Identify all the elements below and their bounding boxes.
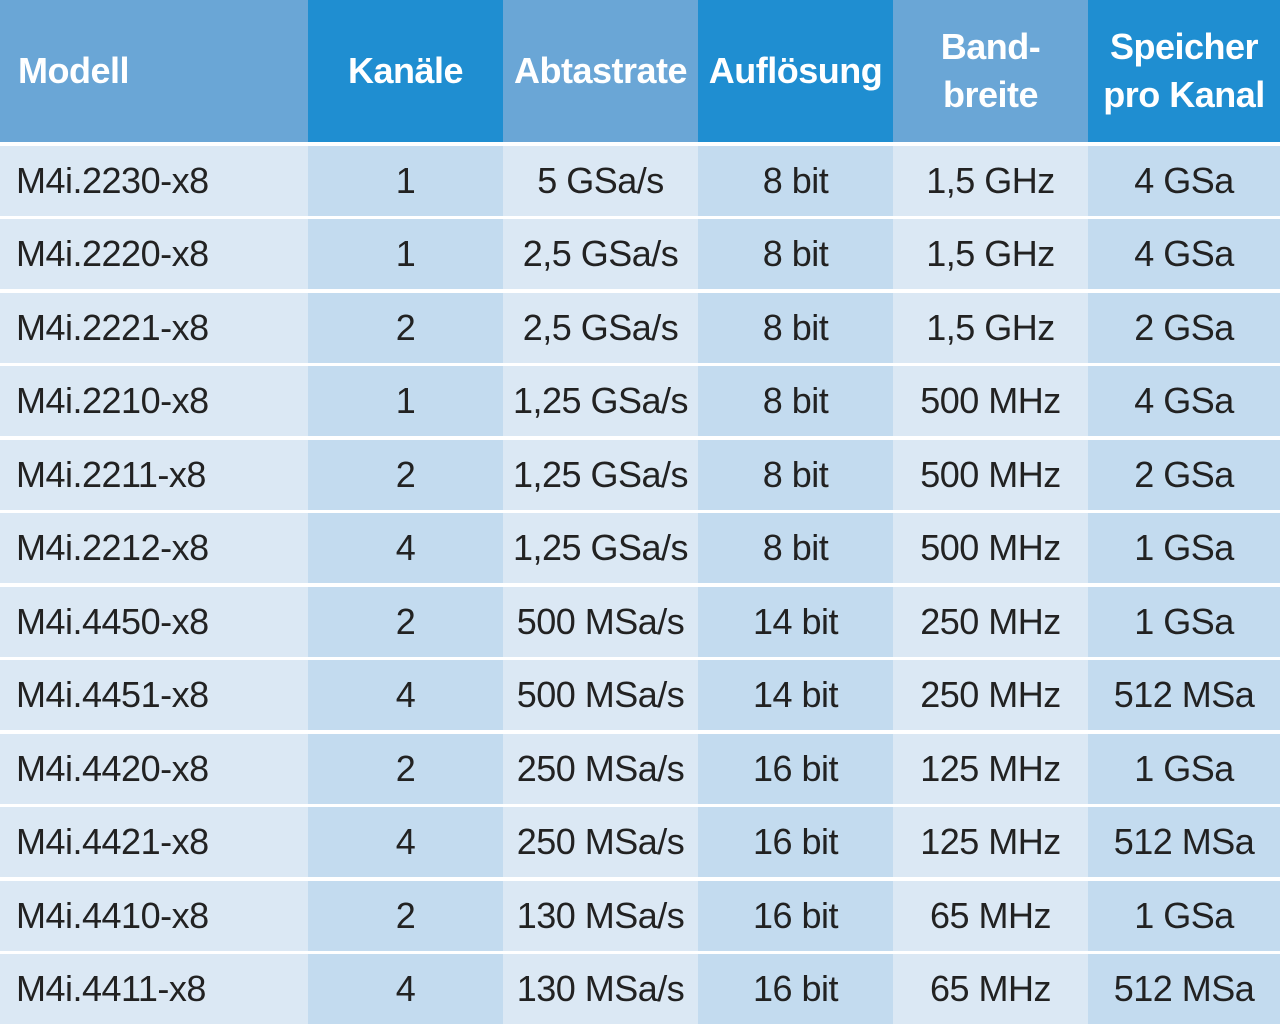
cell-abtastrate: 1,25 GSa/s <box>503 439 698 510</box>
table-row: M4i.4451-x8 4 500 MSa/s 14 bit 250 MHz 512 MS… <box>0 660 1280 730</box>
cell-speicher: 512 MSa <box>1088 660 1280 730</box>
header-bandbreite: Band- breite <box>893 0 1088 142</box>
cell-aufloesung: 16 bit <box>698 733 893 804</box>
cell-modell: M4i.2230-x8 <box>0 145 308 216</box>
cell-bandbreite: 250 MHz <box>893 660 1088 730</box>
cell-aufloesung: 16 bit <box>698 807 893 877</box>
cell-speicher: 2 GSa <box>1088 292 1280 363</box>
table-row: M4i.4421-x8 4 250 MSa/s 16 bit 125 MHz 512 MS… <box>0 807 1280 877</box>
table-row: M4i.2220-x8 1 2,5 GSa/s 8 bit 1,5 GHz 4 GSa <box>0 219 1280 289</box>
cell-bandbreite: 250 MHz <box>893 586 1088 657</box>
header-abtastrate: Abtastrate <box>503 0 698 142</box>
cell-aufloesung: 16 bit <box>698 880 893 951</box>
cell-bandbreite: 65 MHz <box>893 954 1088 1024</box>
cell-kanaele: 4 <box>308 807 503 877</box>
cell-kanaele: 2 <box>308 292 503 363</box>
header-modell: Modell <box>0 0 308 142</box>
cell-aufloesung: 8 bit <box>698 219 893 289</box>
cell-modell: M4i.2211-x8 <box>0 439 308 510</box>
cell-modell: M4i.2212-x8 <box>0 513 308 583</box>
cell-bandbreite: 500 MHz <box>893 513 1088 583</box>
cell-speicher: 1 GSa <box>1088 880 1280 951</box>
cell-modell: M4i.4410-x8 <box>0 880 308 951</box>
cell-speicher: 512 MSa <box>1088 807 1280 877</box>
cell-modell: M4i.2220-x8 <box>0 219 308 289</box>
cell-abtastrate: 1,25 GSa/s <box>503 366 698 436</box>
cell-kanaele: 1 <box>308 145 503 216</box>
cell-speicher: 1 GSa <box>1088 513 1280 583</box>
header-aufloesung: Auflösung <box>698 0 893 142</box>
cell-aufloesung: 8 bit <box>698 513 893 583</box>
table-row: M4i.2230-x8 1 5 GSa/s 8 bit 1,5 GHz 4 GSa <box>0 145 1280 216</box>
cell-speicher: 1 GSa <box>1088 586 1280 657</box>
table-row: M4i.2211-x8 2 1,25 GSa/s 8 bit 500 MHz 2 GSa <box>0 439 1280 510</box>
cell-modell: M4i.2210-x8 <box>0 366 308 436</box>
table-row: M4i.2221-x8 2 2,5 GSa/s 8 bit 1,5 GHz 2 GSa <box>0 292 1280 363</box>
cell-kanaele: 4 <box>308 660 503 730</box>
cell-aufloesung: 16 bit <box>698 954 893 1024</box>
cell-modell: M4i.4450-x8 <box>0 586 308 657</box>
cell-aufloesung: 8 bit <box>698 439 893 510</box>
cell-speicher: 1 GSa <box>1088 733 1280 804</box>
cell-bandbreite: 500 MHz <box>893 439 1088 510</box>
cell-aufloesung: 14 bit <box>698 586 893 657</box>
cell-modell: M4i.4411-x8 <box>0 954 308 1024</box>
cell-abtastrate: 250 MSa/s <box>503 733 698 804</box>
cell-bandbreite: 1,5 GHz <box>893 219 1088 289</box>
cell-kanaele: 2 <box>308 880 503 951</box>
cell-kanaele: 2 <box>308 733 503 804</box>
cell-kanaele: 1 <box>308 366 503 436</box>
header-kanaele: Kanäle <box>308 0 503 142</box>
cell-bandbreite: 125 MHz <box>893 807 1088 877</box>
cell-abtastrate: 130 MSa/s <box>503 954 698 1024</box>
cell-bandbreite: 1,5 GHz <box>893 145 1088 216</box>
header-speicher: Speicher pro Kanal <box>1088 0 1280 142</box>
cell-speicher: 4 GSa <box>1088 145 1280 216</box>
table-body: M4i.2230-x8 1 5 GSa/s 8 bit 1,5 GHz 4 GSa M4i.… <box>0 145 1280 1024</box>
cell-aufloesung: 14 bit <box>698 660 893 730</box>
table-row: M4i.4410-x8 2 130 MSa/s 16 bit 65 MHz 1 GSa <box>0 880 1280 951</box>
cell-abtastrate: 500 MSa/s <box>503 660 698 730</box>
cell-modell: M4i.4451-x8 <box>0 660 308 730</box>
cell-kanaele: 2 <box>308 439 503 510</box>
cell-modell: M4i.4421-x8 <box>0 807 308 877</box>
cell-speicher: 2 GSa <box>1088 439 1280 510</box>
table-row: M4i.4420-x8 2 250 MSa/s 16 bit 125 MHz 1 GSa <box>0 733 1280 804</box>
table-row: M4i.4450-x8 2 500 MSa/s 14 bit 250 MHz 1 GSa <box>0 586 1280 657</box>
table-row: M4i.2212-x8 4 1,25 GSa/s 8 bit 500 MHz 1 GSa <box>0 513 1280 583</box>
cell-abtastrate: 500 MSa/s <box>503 586 698 657</box>
cell-speicher: 4 GSa <box>1088 366 1280 436</box>
cell-abtastrate: 2,5 GSa/s <box>503 292 698 363</box>
table-header: Modell Kanäle Abtastrate Auflösung Band-… <box>0 0 1280 142</box>
cell-abtastrate: 130 MSa/s <box>503 880 698 951</box>
cell-bandbreite: 125 MHz <box>893 733 1088 804</box>
cell-aufloesung: 8 bit <box>698 145 893 216</box>
cell-abtastrate: 250 MSa/s <box>503 807 698 877</box>
cell-abtastrate: 2,5 GSa/s <box>503 219 698 289</box>
cell-aufloesung: 8 bit <box>698 366 893 436</box>
cell-speicher: 512 MSa <box>1088 954 1280 1024</box>
cell-abtastrate: 1,25 GSa/s <box>503 513 698 583</box>
cell-kanaele: 4 <box>308 954 503 1024</box>
cell-aufloesung: 8 bit <box>698 292 893 363</box>
cell-bandbreite: 65 MHz <box>893 880 1088 951</box>
cell-bandbreite: 1,5 GHz <box>893 292 1088 363</box>
cell-kanaele: 4 <box>308 513 503 583</box>
cell-kanaele: 2 <box>308 586 503 657</box>
cell-bandbreite: 500 MHz <box>893 366 1088 436</box>
table-row: M4i.4411-x8 4 130 MSa/s 16 bit 65 MHz 512 MSa <box>0 954 1280 1024</box>
cell-abtastrate: 5 GSa/s <box>503 145 698 216</box>
cell-kanaele: 1 <box>308 219 503 289</box>
cell-modell: M4i.4420-x8 <box>0 733 308 804</box>
cell-speicher: 4 GSa <box>1088 219 1280 289</box>
table-row: M4i.2210-x8 1 1,25 GSa/s 8 bit 500 MHz 4 GSa <box>0 366 1280 436</box>
cell-modell: M4i.2221-x8 <box>0 292 308 363</box>
